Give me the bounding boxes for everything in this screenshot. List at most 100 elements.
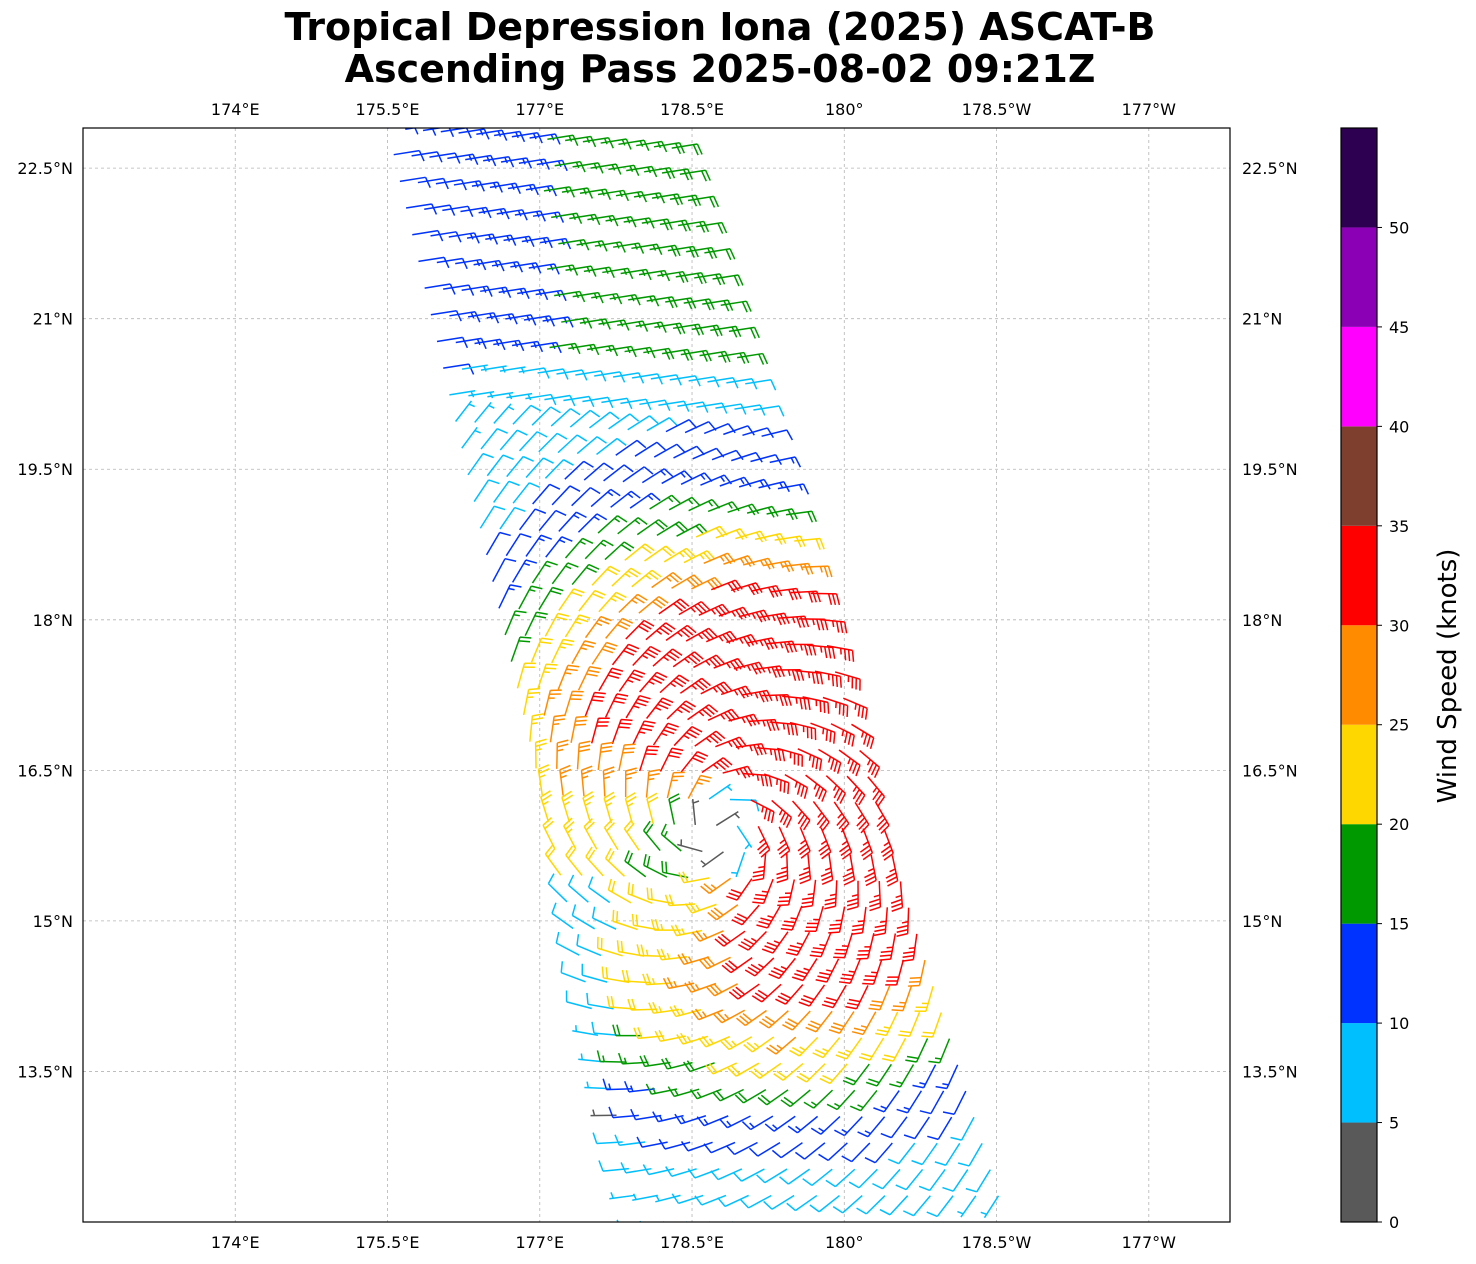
wind-barb (782, 695, 811, 711)
wind-barb (927, 1116, 953, 1141)
wind-barb (824, 880, 838, 910)
wind-barb (669, 375, 701, 387)
wind-barb (761, 429, 794, 441)
wind-barb (652, 648, 683, 667)
wind-barb (393, 149, 425, 162)
colorbar-tick-label: 25 (1389, 716, 1409, 735)
colorbar-label: Wind Speed (knots) (1433, 549, 1463, 804)
wind-barb (453, 180, 485, 192)
wind-barb (568, 343, 600, 356)
wind-barb (510, 262, 542, 274)
wind-barb (670, 924, 703, 937)
wind-barb (561, 790, 574, 823)
wind-barb (638, 595, 669, 614)
wind-barb (596, 936, 623, 957)
wind-barb (796, 1063, 826, 1083)
wind-barb (707, 904, 739, 921)
wind-barb (629, 492, 661, 509)
wind-barb (627, 998, 658, 1011)
wind-barb (965, 1169, 991, 1193)
wind-barb (604, 693, 629, 718)
wind-barb (679, 169, 711, 182)
wind-barb (598, 591, 627, 613)
wind-barb (465, 154, 497, 167)
wind-barb (654, 1029, 686, 1042)
wind-barb (529, 713, 544, 742)
wind-barb (711, 579, 743, 593)
wind-barb (570, 715, 588, 743)
colorbar-tick-label: 50 (1389, 218, 1409, 237)
wind-barb (499, 506, 526, 530)
wind-barb (736, 825, 753, 850)
wind-barb (778, 615, 810, 628)
wind-barb (638, 269, 671, 282)
wind-barb (798, 853, 812, 885)
wind-barb (934, 1142, 961, 1166)
wind-barb (590, 717, 610, 744)
wind-barb (518, 431, 548, 452)
wind-barb (558, 511, 587, 532)
wind-barb (804, 906, 824, 932)
wind-barb (632, 1193, 658, 1201)
wind-barb (738, 930, 768, 951)
wind-barb (487, 391, 514, 400)
wind-barb (736, 1009, 767, 1027)
wind-barb (798, 984, 826, 1007)
wind-barb (723, 555, 756, 567)
wind-barb (691, 1008, 724, 1021)
wind-barb (624, 850, 647, 878)
wind-barb (424, 204, 456, 216)
wind-barb (745, 379, 777, 391)
wind-barb (576, 240, 608, 252)
wind-barb (677, 953, 710, 966)
wind-barb (518, 508, 547, 531)
wind-barb (806, 644, 836, 659)
wind-barb (547, 264, 579, 276)
lat-tick-label-left: 22.5°N (17, 159, 73, 178)
wind-barb (728, 326, 760, 339)
wind-barb (557, 664, 580, 690)
wind-barb (639, 399, 671, 411)
wind-barb (485, 234, 517, 246)
wind-barb (498, 584, 522, 609)
wind-barb (769, 456, 802, 468)
wind-barb (751, 983, 782, 1003)
wind-barb (728, 983, 760, 1000)
wind-barb (652, 1111, 684, 1123)
wind-barb (726, 633, 758, 648)
wind-barb (761, 694, 792, 707)
wind-barb (636, 1136, 668, 1148)
wind-barb (412, 229, 444, 242)
wind-barb (642, 1164, 675, 1176)
wind-barb (710, 1168, 743, 1181)
wind-barb (711, 449, 744, 461)
wind-barb (605, 617, 634, 639)
wind-barb (430, 309, 462, 322)
wind-barb (750, 454, 783, 466)
wind-barb (617, 320, 649, 332)
wind-barb (565, 265, 597, 277)
wind-barb (597, 741, 613, 771)
wind-barb (624, 346, 656, 359)
wind-barb (873, 1090, 900, 1113)
wind-barb (851, 906, 867, 936)
wind-barb (856, 933, 875, 960)
wind-barb (591, 906, 617, 930)
wind-barb (880, 1116, 908, 1139)
wind-barb (615, 439, 647, 456)
lat-tick-label-left: 16.5°N (17, 761, 73, 780)
wind-barb (582, 791, 595, 823)
wind-barb (684, 901, 717, 914)
wind-barb (633, 192, 666, 204)
wind-barb (448, 232, 480, 244)
wind-barb (838, 749, 861, 777)
wind-barb (731, 852, 746, 878)
colorbar-frame (1340, 127, 1378, 1223)
wind-barb (875, 1011, 899, 1037)
wind-barb (600, 138, 632, 150)
wind-barb (531, 560, 558, 584)
wind-barb (872, 1168, 901, 1190)
wind-barb (572, 1025, 599, 1036)
wind-barb (614, 1134, 646, 1147)
wind-barb (868, 985, 891, 1011)
